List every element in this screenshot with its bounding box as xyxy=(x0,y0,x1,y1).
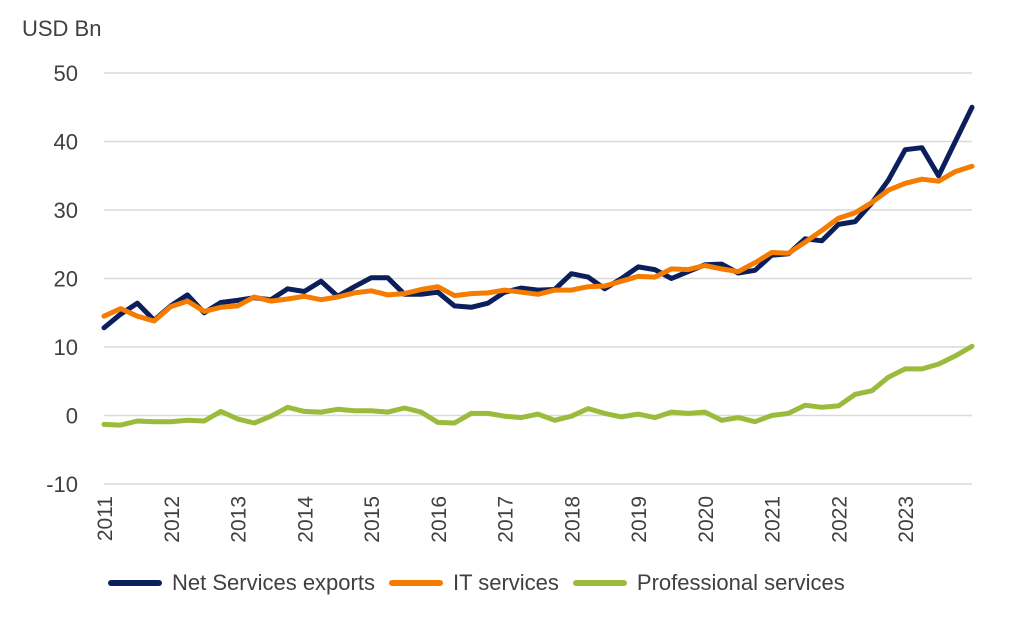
x-tick-label: 2018 xyxy=(561,496,584,543)
x-tick-label: 2021 xyxy=(762,496,785,543)
y-tick-label: 0 xyxy=(66,404,78,429)
legend-item-it-services: IT services xyxy=(388,570,559,596)
x-tick-label: 2013 xyxy=(228,496,251,543)
x-tick-label: 2014 xyxy=(294,496,317,543)
series-line-professional-services xyxy=(101,343,975,428)
legend: Net Services exports IT services Profess… xyxy=(108,570,853,596)
y-tick-label: 20 xyxy=(54,267,78,292)
legend-swatch-net-services-exports xyxy=(108,580,162,586)
x-tick-label: 2019 xyxy=(628,496,651,543)
legend-item-net-services-exports: Net Services exports xyxy=(108,570,375,596)
x-tick-label: 2017 xyxy=(495,496,518,543)
x-tick-label: 2023 xyxy=(895,496,918,543)
x-tick-label: 2012 xyxy=(161,496,184,543)
y-tick-label: 10 xyxy=(54,335,78,360)
x-tick-label: 2020 xyxy=(695,496,718,543)
legend-label-professional-services: Professional services xyxy=(636,570,845,595)
y-tick-label: 50 xyxy=(54,61,78,86)
y-tick-label: 30 xyxy=(54,198,78,223)
series-line-it-services xyxy=(101,163,975,324)
x-tick-label: 2015 xyxy=(361,496,384,543)
legend-item-professional-services: Professional services xyxy=(572,570,845,596)
x-tick-label: 2016 xyxy=(428,496,451,543)
y-axis-label: USD Bn xyxy=(22,16,101,41)
y-tick-label: 40 xyxy=(54,130,78,155)
x-tick-label: 2022 xyxy=(828,496,851,543)
legend-swatch-it-services xyxy=(388,580,443,586)
x-tick-label: 2011 xyxy=(94,496,117,541)
legend-label-it-services: IT services xyxy=(452,570,559,595)
y-tick-label: -10 xyxy=(46,472,78,497)
legend-label-net-services-exports: Net Services exports xyxy=(172,570,375,595)
line-chart: 50 40 30 20 10 0 -10 2011 2012 2013 2014 2015 2016 20… xyxy=(22,16,975,543)
legend-swatch-professional-services xyxy=(572,580,627,586)
